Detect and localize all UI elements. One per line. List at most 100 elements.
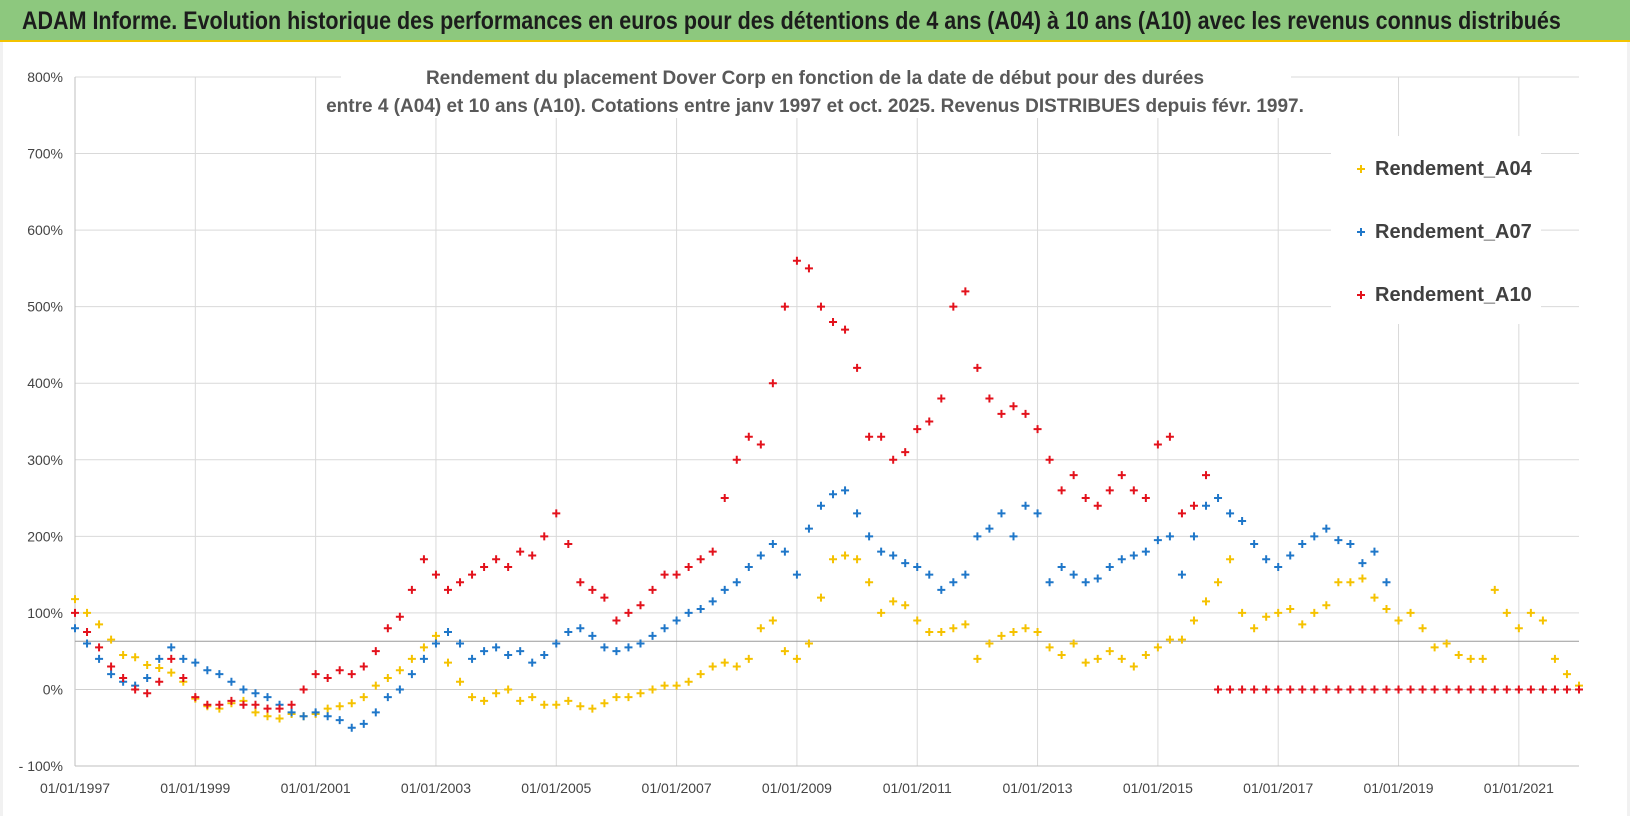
data-point	[1117, 471, 1126, 480]
data-point	[1189, 501, 1198, 510]
data-point	[1189, 616, 1198, 625]
data-point	[889, 597, 898, 606]
data-point	[853, 555, 862, 564]
data-point	[1069, 639, 1078, 648]
x-tick-label: 01/01/2021	[1484, 780, 1554, 796]
data-point	[696, 555, 705, 564]
legend-marker	[1357, 291, 1365, 299]
data-point	[552, 700, 561, 709]
data-point	[155, 664, 164, 673]
data-point	[1358, 685, 1367, 694]
chart-area: - 100% 0% 100% 200% 300% 400% 500% 600% 700% 800%…	[0, 42, 1630, 816]
data-point	[1322, 524, 1331, 533]
data-point	[107, 662, 116, 671]
data-point	[203, 700, 212, 709]
data-point	[203, 666, 212, 675]
x-tick-label: 01/01/2013	[1003, 780, 1073, 796]
data-point	[1370, 685, 1379, 694]
data-point	[1346, 578, 1355, 587]
data-point	[1502, 608, 1511, 617]
data-point	[841, 325, 850, 334]
data-point	[1033, 425, 1042, 434]
data-point	[419, 643, 428, 652]
data-point	[600, 643, 609, 652]
data-point	[889, 455, 898, 464]
data-point	[492, 643, 501, 652]
data-point	[239, 700, 248, 709]
data-point	[1454, 685, 1463, 694]
data-point	[443, 658, 452, 667]
data-point	[407, 670, 416, 679]
data-point	[95, 643, 104, 652]
x-tick-label: 01/01/2019	[1363, 780, 1433, 796]
data-point	[1129, 486, 1138, 495]
data-point	[1490, 685, 1499, 694]
data-point	[275, 714, 284, 723]
y-tick-label: 0%	[43, 681, 63, 697]
data-point	[335, 716, 344, 725]
data-point	[1334, 685, 1343, 694]
data-point	[1214, 494, 1223, 503]
data-point	[1069, 471, 1078, 480]
data-point	[841, 486, 850, 495]
data-point	[1550, 654, 1559, 663]
data-point	[1286, 605, 1295, 614]
data-point	[1454, 650, 1463, 659]
data-point	[949, 624, 958, 633]
data-point	[480, 562, 489, 571]
data-point	[179, 654, 188, 663]
data-point	[780, 547, 789, 556]
data-point	[732, 455, 741, 464]
data-point	[1262, 612, 1271, 621]
chart-title-line-2: entre 4 (A04) et 10 ans (A10). Cotations…	[326, 96, 1304, 117]
data-point	[756, 440, 765, 449]
data-point	[552, 509, 561, 518]
data-point	[516, 647, 525, 656]
data-point	[901, 448, 910, 457]
data-point	[263, 704, 272, 713]
data-point	[1502, 685, 1511, 694]
data-point	[829, 490, 838, 499]
x-tick-label: 01/01/2007	[642, 780, 712, 796]
data-point	[311, 670, 320, 679]
report-header: ADAM Informe. Evolution historique des p…	[0, 0, 1630, 42]
data-point	[443, 628, 452, 637]
series-rendement_a07	[71, 486, 1391, 732]
data-point	[913, 616, 922, 625]
data-point	[215, 670, 224, 679]
data-point	[913, 425, 922, 434]
y-tick-label: 200%	[27, 528, 63, 544]
data-point	[756, 551, 765, 560]
data-point	[961, 287, 970, 296]
data-point	[660, 681, 669, 690]
data-point	[456, 677, 465, 686]
data-point	[1105, 486, 1114, 495]
data-point	[1310, 608, 1319, 617]
data-point	[107, 635, 116, 644]
y-tick-label: 600%	[27, 222, 63, 238]
data-point	[997, 409, 1006, 418]
data-point	[167, 643, 176, 652]
data-point	[1081, 578, 1090, 587]
data-point	[1250, 685, 1259, 694]
data-point	[468, 654, 477, 663]
data-point	[287, 708, 296, 717]
data-point	[780, 647, 789, 656]
data-point	[1057, 486, 1066, 495]
data-point	[1310, 685, 1319, 694]
data-point	[1538, 616, 1547, 625]
data-point	[1202, 471, 1211, 480]
data-point	[1153, 440, 1162, 449]
data-point	[347, 723, 356, 732]
data-point	[1069, 570, 1078, 579]
data-point	[720, 658, 729, 667]
data-point	[1382, 605, 1391, 614]
data-point	[708, 597, 717, 606]
data-point	[1238, 685, 1247, 694]
data-point	[1442, 685, 1451, 694]
legend-background	[1331, 136, 1541, 324]
legend: Rendement_A04 Rendement_A07 Rendement_A10	[1357, 158, 1533, 306]
data-point	[1117, 654, 1126, 663]
data-point	[359, 719, 368, 728]
data-point	[1274, 608, 1283, 617]
